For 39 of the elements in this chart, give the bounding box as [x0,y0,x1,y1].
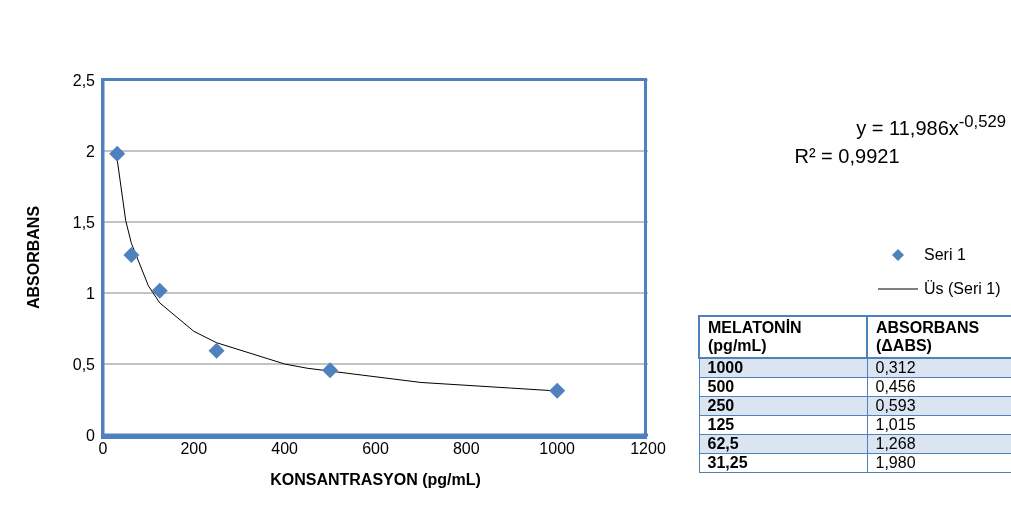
text: 1,015 [875,416,916,433]
category-label: 500 [699,377,867,397]
legend-label: Üs (Seri 1) [924,280,1001,298]
text: R² = 0,9921 [793,143,901,169]
y-tick-label: 2,5 [72,71,96,89]
x-tick-label: 600 [362,440,389,458]
x-tick-label: 400 [271,440,299,458]
category-label: 125 [699,415,867,435]
category-label: 1000 [699,358,867,378]
x-tick-label: 1000 [539,440,576,458]
y-axis-title: ABSORBANS [24,205,42,310]
point [549,382,566,399]
text: y = 11,986x$^{-0,529}$ [855,111,1006,141]
text: 0,312 [875,359,916,376]
text: MELATONİN (pg/mL) [699,316,867,358]
text: 0,593 [875,397,916,414]
x-tick-label: 1200 [630,440,666,458]
point [151,282,168,299]
text: 0,456 [875,378,916,395]
point [109,145,126,162]
category-label: 250 [699,396,867,416]
y-tick-label: 1 [86,284,96,302]
point [322,362,339,379]
x-axis-title: KONSANTRASYON (pg/mL) [270,471,481,488]
category-label: 62,5 [699,434,867,454]
y-tick-label: 1,5 [72,213,96,231]
text: 1,268 [875,435,916,452]
y-tick-label: 0 [86,426,96,444]
category-label: 31,25 [699,453,867,473]
x-tick-label: 200 [180,440,208,458]
text: 1,980 [875,454,916,471]
x-tick-label: 800 [452,440,480,458]
y-tick-label: 0,5 [72,355,96,373]
point [123,246,140,263]
text: ABSORBANS (ΔABS) [867,316,1011,358]
x-tick-label: 0 [98,440,108,458]
legend-label: Seri 1 [924,246,966,264]
y-tick-label: 2 [86,142,96,160]
point [208,342,225,359]
